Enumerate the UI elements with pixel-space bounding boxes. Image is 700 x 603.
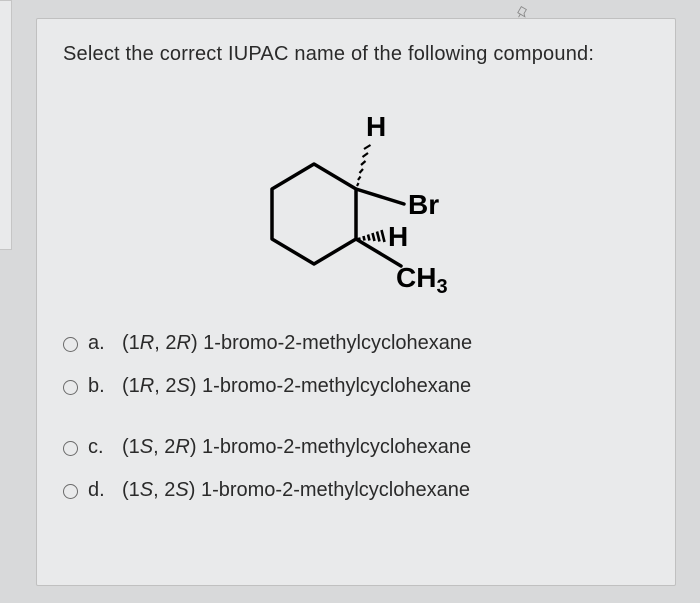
structure-figure: H Br H CH3 [226, 84, 486, 304]
radio-icon[interactable] [63, 484, 78, 499]
question-card: Select the correct IUPAC name of the fol… [36, 18, 676, 586]
label-br: Br [408, 189, 439, 220]
molecule-svg: H Br H CH3 [226, 84, 486, 304]
option-a[interactable]: a. (1R, 2R) 1-bromo-2-methylcyclohexane [63, 332, 649, 355]
option-d[interactable]: d. (1S, 2S) 1-bromo-2-methylcyclohexane [63, 479, 649, 502]
radio-icon[interactable] [63, 441, 78, 456]
option-letter: d. [88, 479, 112, 502]
options-list: a. (1R, 2R) 1-bromo-2-methylcyclohexane … [63, 332, 649, 502]
label-h-mid: H [388, 221, 408, 252]
question-prompt: Select the correct IUPAC name of the fol… [63, 43, 649, 66]
option-letter: b. [88, 375, 112, 398]
option-text: (1S, 2S) 1-bromo-2-methylcyclohexane [122, 479, 470, 502]
radio-icon[interactable] [63, 337, 78, 352]
option-text: (1S, 2R) 1-bromo-2-methylcyclohexane [122, 436, 471, 459]
option-letter: c. [88, 436, 112, 459]
label-ch3: CH3 [396, 262, 448, 298]
option-text: (1R, 2S) 1-bromo-2-methylcyclohexane [122, 375, 471, 398]
structure-figure-wrap: H Br H CH3 [63, 84, 649, 304]
option-b[interactable]: b. (1R, 2S) 1-bromo-2-methylcyclohexane [63, 375, 649, 398]
label-h-top: H [366, 111, 386, 142]
option-c[interactable]: c. (1S, 2R) 1-bromo-2-methylcyclohexane [63, 436, 649, 459]
option-letter: a. [88, 332, 112, 355]
left-panel-edge [0, 0, 12, 250]
option-text: (1R, 2R) 1-bromo-2-methylcyclohexane [122, 332, 472, 355]
radio-icon[interactable] [63, 380, 78, 395]
